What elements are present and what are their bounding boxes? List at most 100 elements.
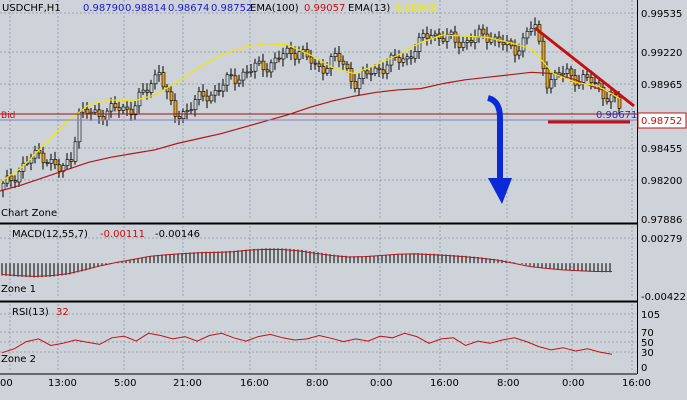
candle-body xyxy=(257,60,262,64)
candle-body xyxy=(277,57,282,60)
candle-body xyxy=(13,180,18,183)
candle-body xyxy=(473,36,478,43)
candle-body xyxy=(241,71,246,81)
candle-body xyxy=(489,38,494,43)
low-price: 0.98674 xyxy=(168,3,209,14)
candle-body xyxy=(97,109,102,117)
candle-body xyxy=(9,175,14,181)
price-tick: 0.99220 xyxy=(641,48,682,59)
candle-body xyxy=(65,159,70,166)
candle-body xyxy=(589,76,594,83)
candle-body xyxy=(53,159,58,166)
candle-body xyxy=(1,182,6,191)
candle-body xyxy=(217,90,222,92)
candle-body xyxy=(173,100,178,117)
candle-body xyxy=(329,56,334,69)
trend-line[interactable] xyxy=(534,26,635,108)
symbol-label: USDCHF,H1 xyxy=(2,3,61,14)
candle-body xyxy=(525,30,530,39)
candle-body xyxy=(465,40,470,43)
candle-body xyxy=(317,63,322,67)
candle-body xyxy=(221,84,226,92)
candle-body xyxy=(461,41,466,48)
candle-body xyxy=(501,41,506,46)
time-axis: 00 13:00 5:00 21:00 16:00 8:00 0:00 16:0… xyxy=(0,378,651,389)
candle-body xyxy=(145,89,150,93)
time-tick: 5:00 xyxy=(114,378,136,389)
candle-body xyxy=(593,82,598,84)
rsi-axis-50: 50 xyxy=(641,338,654,349)
candle-body xyxy=(417,37,422,52)
candle-body xyxy=(253,62,258,72)
candle-body xyxy=(185,110,190,113)
candle-body xyxy=(133,105,138,116)
rsi-axis-0: 0 xyxy=(641,363,647,374)
candle-body xyxy=(421,33,426,38)
candle-body xyxy=(249,70,254,73)
candle-body xyxy=(441,38,446,42)
candle-body xyxy=(201,91,206,97)
candle-body xyxy=(89,111,94,114)
candle-body xyxy=(109,103,114,112)
macd-axis-bottom: -0.00422 xyxy=(641,292,686,303)
candle-body xyxy=(581,74,586,83)
main-chart-area[interactable] xyxy=(0,0,637,220)
price-axis: 0.99535 0.99220 0.98965 0.98455 0.98200 … xyxy=(641,9,682,226)
candle-body xyxy=(5,175,10,184)
close-price: 0.98752 xyxy=(211,3,252,14)
candle-body xyxy=(549,79,554,89)
candle-body xyxy=(477,28,482,37)
chart-zone-label: Chart Zone xyxy=(1,208,57,219)
candle-body xyxy=(413,51,418,59)
candle-body xyxy=(233,75,238,84)
candle-body xyxy=(93,109,98,113)
time-tick: 16:00 xyxy=(430,378,459,389)
ema13-value: 0.98943 xyxy=(395,3,436,14)
candle-body xyxy=(297,51,302,60)
candle-body xyxy=(209,94,214,102)
candle-body xyxy=(121,106,126,111)
rsi-line xyxy=(1,332,613,355)
candle-body xyxy=(565,68,570,74)
rsi-panel-area[interactable] xyxy=(0,304,637,372)
down-arrow-icon[interactable] xyxy=(487,95,503,182)
candle-body xyxy=(229,74,234,77)
candle-body xyxy=(41,152,46,163)
candle-body xyxy=(513,45,518,56)
candle-body xyxy=(153,74,158,85)
candle-body xyxy=(177,116,182,119)
candle-body xyxy=(385,64,390,74)
candle-body xyxy=(569,68,574,76)
candle-body xyxy=(269,62,274,73)
candle-body xyxy=(125,106,130,110)
candle-body xyxy=(161,72,166,88)
time-tick: 16:00 xyxy=(622,378,651,389)
ema100-value: 0.99057 xyxy=(304,3,345,14)
candle-body xyxy=(337,53,342,62)
ema13-label: EMA(13) xyxy=(348,3,390,14)
candle-body xyxy=(213,90,218,96)
time-tick: 0:00 xyxy=(370,378,392,389)
candle-body xyxy=(181,111,186,119)
candle-body xyxy=(561,73,566,76)
candle-body xyxy=(381,69,386,74)
candle-body xyxy=(397,57,402,63)
candle-body xyxy=(617,96,622,109)
candle-body xyxy=(205,95,210,102)
macd-label: MACD(12,55,7) xyxy=(12,229,88,240)
candle-body xyxy=(373,67,378,74)
time-tick: 8:00 xyxy=(306,378,328,389)
zone2-label: Zone 2 xyxy=(1,354,36,365)
candle-body xyxy=(601,86,606,99)
candle-body xyxy=(353,81,358,89)
ema13-line xyxy=(0,34,621,183)
candle-body xyxy=(389,54,394,66)
price-tick: 0.98455 xyxy=(641,144,682,155)
price-tick: 0.98965 xyxy=(641,80,682,91)
candle-body xyxy=(365,70,370,75)
candle-body xyxy=(433,33,438,37)
candle-body xyxy=(261,60,266,71)
candle-body xyxy=(409,56,414,59)
zone1-label: Zone 1 xyxy=(1,284,36,295)
